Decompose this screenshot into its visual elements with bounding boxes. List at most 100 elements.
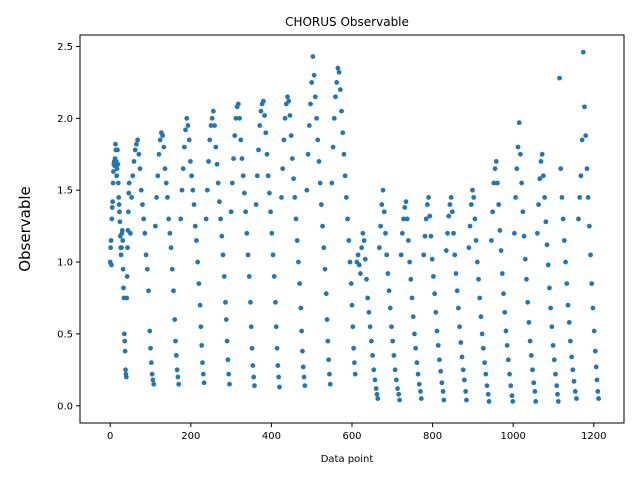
data-point: [300, 348, 305, 354]
data-point: [117, 219, 123, 225]
data-point: [276, 374, 282, 380]
data-point: [434, 328, 440, 334]
data-point: [229, 180, 235, 186]
data-point: [557, 75, 562, 81]
data-point: [273, 299, 278, 305]
data-point: [317, 180, 323, 186]
data-point: [268, 209, 273, 215]
data-point: [389, 324, 394, 330]
data-point: [329, 180, 335, 186]
data-point: [337, 87, 343, 93]
data-point: [132, 147, 138, 153]
data-point: [240, 173, 246, 179]
data-point: [282, 115, 288, 121]
data-point: [476, 276, 481, 282]
data-point: [569, 354, 575, 360]
data-point: [437, 357, 442, 363]
data-point: [507, 371, 512, 377]
data-point: [124, 274, 130, 279]
data-point: [188, 159, 193, 164]
data-point: [324, 317, 330, 322]
data-point: [210, 108, 216, 114]
data-point: [414, 360, 420, 366]
data-point: [257, 123, 263, 128]
data-point: [555, 399, 561, 404]
data-point: [428, 233, 434, 239]
data-point: [309, 80, 315, 85]
data-point: [470, 187, 475, 193]
data-point: [432, 291, 438, 297]
data-point: [350, 324, 356, 330]
x-tick-label: 400: [262, 431, 281, 442]
data-point: [588, 252, 593, 258]
data-point: [109, 205, 115, 210]
data-point: [249, 345, 255, 351]
data-point: [208, 123, 214, 128]
data-point: [250, 363, 256, 368]
data-point: [491, 180, 497, 186]
data-point: [477, 295, 483, 301]
data-point: [176, 381, 182, 387]
data-point: [572, 388, 578, 394]
data-point: [472, 216, 478, 222]
data-point: [409, 295, 415, 301]
data-point: [462, 377, 467, 383]
data-point: [527, 338, 533, 344]
data-point: [323, 291, 329, 297]
data-point: [171, 288, 176, 294]
data-point: [574, 396, 579, 401]
data-point: [122, 338, 128, 344]
y-tick-label: 0.0: [57, 401, 73, 412]
data-point: [564, 281, 570, 287]
x-tick-label: 1000: [500, 431, 525, 442]
data-point: [560, 216, 566, 222]
data-point: [150, 377, 156, 383]
data-point: [374, 391, 380, 397]
data-point: [431, 274, 436, 279]
data-points: [107, 49, 602, 404]
data-point: [516, 120, 522, 126]
data-point: [175, 374, 181, 380]
data-point: [433, 309, 439, 315]
data-point: [402, 205, 408, 210]
data-point: [316, 159, 322, 164]
data-point: [227, 381, 232, 387]
data-point: [451, 230, 456, 236]
data-point: [489, 238, 494, 243]
data-point: [300, 364, 306, 370]
data-point: [553, 371, 558, 377]
data-point: [366, 309, 372, 315]
data-point: [123, 374, 129, 380]
data-point: [403, 199, 409, 205]
y-axis-label: Observable: [16, 186, 34, 272]
data-point: [327, 381, 333, 387]
data-point: [269, 230, 275, 236]
data-point: [181, 144, 187, 150]
x-tick-label: 200: [181, 431, 200, 442]
data-point: [318, 202, 324, 207]
x-axis-label: Data point: [321, 454, 374, 465]
data-point: [372, 377, 378, 383]
data-point: [127, 230, 133, 236]
data-point: [149, 371, 155, 377]
data-point: [484, 383, 490, 389]
data-point: [198, 324, 204, 330]
data-point: [479, 331, 485, 337]
data-point: [256, 147, 261, 153]
data-point: [576, 216, 581, 222]
data-point: [251, 374, 257, 380]
data-point: [541, 173, 546, 179]
data-point: [277, 384, 282, 390]
data-point: [325, 338, 331, 344]
data-point: [543, 219, 549, 225]
data-point: [395, 386, 400, 391]
data-point: [577, 194, 583, 200]
data-point: [495, 180, 500, 186]
data-point: [339, 108, 344, 114]
data-point: [399, 230, 405, 236]
data-point: [163, 180, 169, 186]
data-point: [113, 141, 118, 147]
data-point: [292, 194, 298, 200]
data-point: [534, 230, 540, 236]
data-point: [192, 223, 198, 229]
